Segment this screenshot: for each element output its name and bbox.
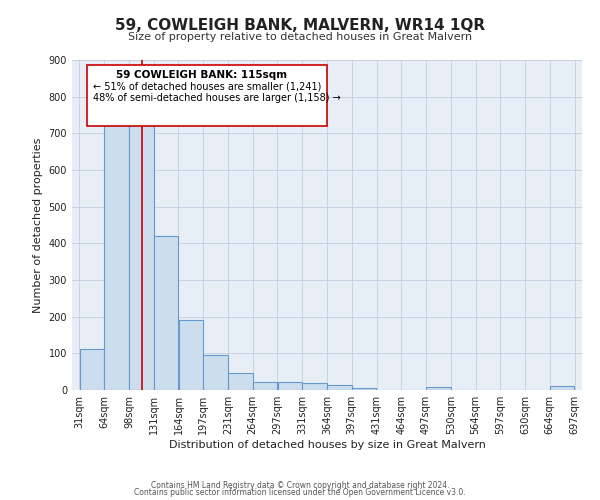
Text: ← 51% of detached houses are smaller (1,241): ← 51% of detached houses are smaller (1,… bbox=[94, 82, 322, 92]
FancyBboxPatch shape bbox=[88, 65, 327, 126]
Bar bbox=[352, 388, 376, 390]
Bar bbox=[203, 355, 228, 390]
Bar bbox=[228, 373, 253, 390]
Bar bbox=[426, 387, 451, 390]
Bar bbox=[550, 386, 574, 390]
Bar bbox=[179, 320, 203, 390]
Text: Contains public sector information licensed under the Open Government Licence v3: Contains public sector information licen… bbox=[134, 488, 466, 497]
Bar bbox=[302, 382, 327, 390]
Y-axis label: Number of detached properties: Number of detached properties bbox=[33, 138, 43, 312]
Text: 59 COWLEIGH BANK: 115sqm: 59 COWLEIGH BANK: 115sqm bbox=[116, 70, 287, 80]
Bar bbox=[80, 348, 104, 390]
Bar bbox=[129, 114, 154, 390]
Bar bbox=[327, 384, 352, 390]
Text: Size of property relative to detached houses in Great Malvern: Size of property relative to detached ho… bbox=[128, 32, 472, 42]
Text: Contains HM Land Registry data © Crown copyright and database right 2024.: Contains HM Land Registry data © Crown c… bbox=[151, 480, 449, 490]
Bar bbox=[253, 382, 277, 390]
Bar bbox=[278, 382, 302, 390]
X-axis label: Distribution of detached houses by size in Great Malvern: Distribution of detached houses by size … bbox=[169, 440, 485, 450]
Text: 59, COWLEIGH BANK, MALVERN, WR14 1QR: 59, COWLEIGH BANK, MALVERN, WR14 1QR bbox=[115, 18, 485, 32]
Bar bbox=[154, 236, 178, 390]
Text: 48% of semi-detached houses are larger (1,158) →: 48% of semi-detached houses are larger (… bbox=[94, 93, 341, 103]
Bar bbox=[104, 116, 129, 390]
